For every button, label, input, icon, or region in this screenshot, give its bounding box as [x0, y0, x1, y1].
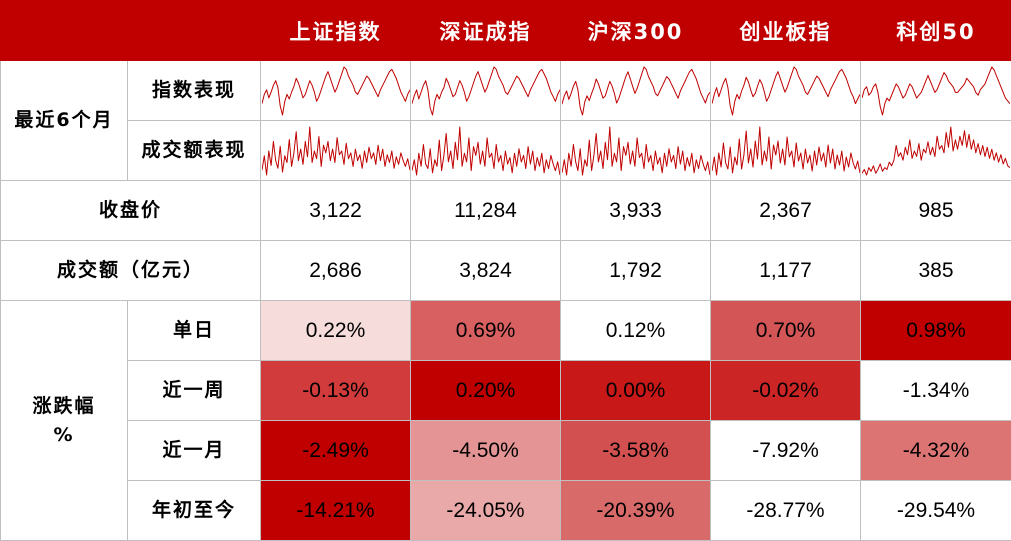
change-cell: 0.20%: [410, 360, 561, 421]
volume-spark-cell: [560, 120, 711, 181]
row-label-day: 单日: [127, 300, 261, 361]
volume-spark-cell: [710, 120, 861, 181]
close-value: 985: [860, 180, 1011, 241]
change-label-line2: %: [53, 423, 75, 446]
sparkline-path: [261, 66, 410, 115]
row-label-turnover: 成交额（亿元）: [0, 240, 261, 301]
col-header-chinext: 创业板指: [710, 0, 861, 61]
col-header-star50: 科创50: [860, 0, 1011, 61]
turnover-value: 3,824: [410, 240, 561, 301]
col-header-szse: 深证成指: [410, 0, 561, 61]
change-cell: -20.39%: [560, 480, 711, 541]
change-cell: 0.12%: [560, 300, 711, 361]
close-value: 2,367: [710, 180, 861, 241]
index-spark-cell: [260, 60, 411, 121]
change-cell: -0.13%: [260, 360, 411, 421]
header-corner: [0, 0, 261, 61]
section-label-6m: 最近6个月: [0, 60, 128, 181]
turnover-row: 成交额（亿元） 2,686 3,824 1,792 1,177 385: [0, 240, 1011, 301]
change-cell: -1.34%: [860, 360, 1011, 421]
volume-spark-cell: [260, 120, 411, 181]
change-cell: -14.21%: [260, 480, 411, 541]
turnover-value: 385: [860, 240, 1011, 301]
index-sparkline-chinext: [711, 66, 860, 115]
close-value: 11,284: [410, 180, 561, 241]
change-cell: -29.54%: [860, 480, 1011, 541]
row-label-week: 近一周: [127, 360, 261, 421]
index-sparkline-csi300: [561, 66, 710, 115]
col-header-csi300: 沪深300: [560, 0, 711, 61]
change-label-line1: 涨跌幅: [32, 395, 96, 417]
volume-sparkline-star50: [862, 126, 1010, 175]
change-cell: -4.50%: [410, 420, 561, 481]
sparkline-path: [411, 126, 560, 175]
row-label-close: 收盘价: [0, 180, 261, 241]
close-price-row: 收盘价 3,122 11,284 3,933 2,367 985: [0, 180, 1011, 241]
index-spark-cell: [560, 60, 711, 121]
volume-sparkline-szse: [411, 126, 560, 175]
sparkline-path: [711, 66, 860, 115]
index-spark-cell: [860, 60, 1011, 121]
change-row-ytd: 年初至今 -14.21% -24.05% -20.39% -28.77% -29…: [1, 480, 1011, 541]
change-cell: 0.22%: [260, 300, 411, 361]
header-row: 上证指数 深证成指 沪深300 创业板指 科创50: [0, 0, 1011, 61]
volume-sparkline-chinext: [711, 126, 860, 175]
change-cell: 0.98%: [860, 300, 1011, 361]
volume-sparkline-csi300: [561, 126, 710, 175]
index-sparkline-szse: [411, 66, 560, 115]
turnover-value: 1,177: [710, 240, 861, 301]
sparkline-path: [862, 126, 1010, 175]
change-row-month: 近一月 -2.49% -4.50% -3.58% -7.92% -4.32%: [1, 420, 1011, 481]
change-cell: -2.49%: [260, 420, 411, 481]
turnover-value: 2,686: [260, 240, 411, 301]
change-cell: -28.77%: [710, 480, 861, 541]
change-cell: 0.00%: [560, 360, 711, 421]
index-sparkline-star50: [862, 66, 1010, 115]
sparkline-path: [862, 66, 1010, 115]
col-header-sse: 上证指数: [260, 0, 411, 61]
volume-sparkline-sse: [261, 126, 410, 175]
turnover-value: 1,792: [560, 240, 711, 301]
volume-spark-cell: [410, 120, 561, 181]
change-cell: 0.69%: [410, 300, 561, 361]
sparkline-path: [561, 66, 710, 115]
close-value: 3,122: [260, 180, 411, 241]
volume-spark-cell: [860, 120, 1011, 181]
change-cell: -24.05%: [410, 480, 561, 541]
row-label-month: 近一月: [127, 420, 261, 481]
sparkline-path: [561, 126, 710, 175]
volume-performance-row: 成交额表现: [1, 120, 1011, 181]
change-cell: -3.58%: [560, 420, 711, 481]
index-spark-cell: [410, 60, 561, 121]
section-label-change: 涨跌幅 %: [0, 300, 128, 541]
row-label-ytd: 年初至今: [127, 480, 261, 541]
change-cell: 0.70%: [710, 300, 861, 361]
close-value: 3,933: [560, 180, 711, 241]
sparkline-path: [261, 126, 410, 175]
index-sparkline-sse: [261, 66, 410, 115]
change-cell: -4.32%: [860, 420, 1011, 481]
row-label-index-performance: 指数表现: [127, 60, 261, 121]
change-row-week: 近一周 -0.13% 0.20% 0.00% -0.02% -1.34%: [1, 360, 1011, 421]
change-cell: -7.92%: [710, 420, 861, 481]
sparkline-path: [411, 66, 560, 115]
sparkline-path: [711, 126, 860, 175]
change-row-day: 涨跌幅 % 单日 0.22% 0.69% 0.12% 0.70% 0.98%: [0, 300, 1011, 541]
change-cell: -0.02%: [710, 360, 861, 421]
index-performance-row: 最近6个月 指数表现: [0, 60, 1011, 181]
row-label-volume-performance: 成交额表现: [127, 120, 261, 181]
index-spark-cell: [710, 60, 861, 121]
